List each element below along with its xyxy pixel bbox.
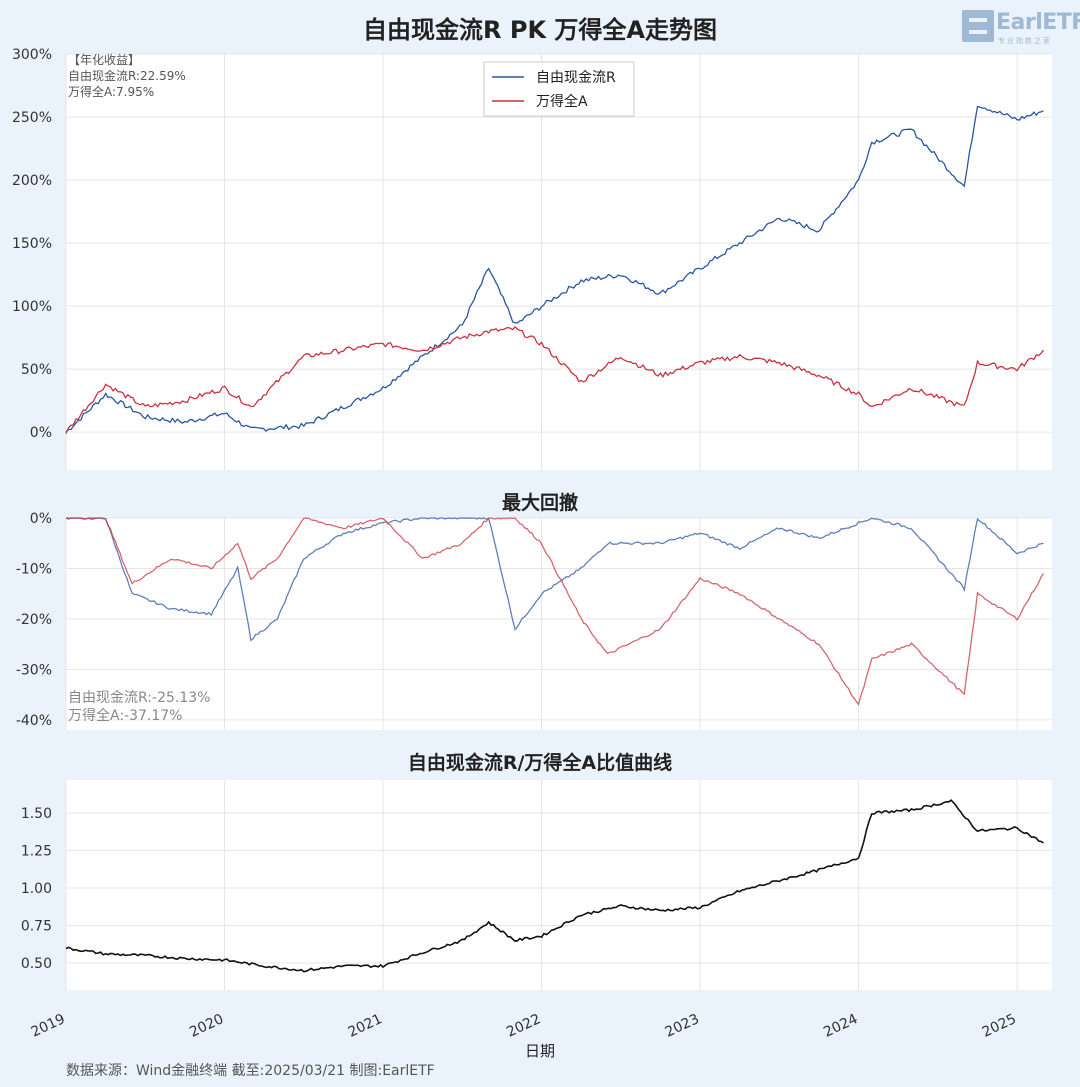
x-tick-label: 2022 — [504, 1011, 543, 1041]
logo-subtext: 专业指数之家 — [998, 37, 1052, 45]
y-tick-label: -20% — [16, 612, 52, 628]
series-line-wind-a — [65, 325, 1045, 434]
y-tick-label: -10% — [16, 561, 52, 577]
x-axis-label: 日期 — [524, 1042, 555, 1060]
y-tick-label: -40% — [16, 713, 52, 729]
x-tick-label: 2025 — [980, 1011, 1019, 1041]
y-tick-label: 0.75 — [21, 919, 52, 935]
annotation-text: 万得全A:-37.17% — [68, 707, 182, 724]
y-tick-label: 200% — [12, 173, 52, 189]
y-tick-label: 0.50 — [21, 956, 52, 972]
brand-logo: EarlETF 专业指数之家 — [962, 10, 1080, 45]
drawdown-panel-title: 最大回撤 — [501, 492, 578, 514]
ratio-panel-title: 自由现金流R/万得全A比值曲线 — [407, 752, 673, 774]
y-tick-label: 0% — [30, 511, 52, 527]
chart-title: 自由现金流R PK 万得全A走势图 — [363, 16, 717, 44]
legend-label: 自由现金流R — [536, 70, 616, 86]
legend-label: 万得全A — [536, 93, 588, 110]
y-tick-label: 1.00 — [21, 881, 52, 897]
y-tick-label: 150% — [12, 236, 52, 252]
series-line-fcf — [65, 517, 1044, 642]
y-tick-label: 0% — [30, 425, 52, 441]
annotation-header: 【年化收益】 — [68, 53, 140, 67]
annotation-text: 自由现金流R:22.59% — [68, 68, 186, 83]
x-tick-label: 2020 — [187, 1011, 226, 1041]
logo-text: EarlETF — [996, 10, 1080, 35]
series-line-ratio — [65, 799, 1044, 973]
x-tick-label: 2019 — [29, 1011, 68, 1041]
plot-area — [66, 54, 1052, 470]
plot-area — [66, 518, 1052, 730]
annotation-text: 自由现金流R:-25.13% — [68, 690, 210, 706]
legend — [483, 61, 635, 117]
y-tick-label: 300% — [12, 47, 52, 63]
source-footer: 数据来源：Wind金融终端 截至:2025/03/21 制图:EarlETF — [66, 1063, 435, 1079]
x-tick-label: 2024 — [821, 1011, 860, 1041]
y-tick-label: 1.25 — [21, 844, 52, 860]
series-line-wind-a — [66, 517, 1045, 706]
series-line-fcf — [65, 105, 1044, 433]
x-tick-label: 2023 — [663, 1011, 702, 1041]
plot-area — [66, 780, 1052, 990]
logo-icon — [962, 10, 994, 42]
annotation-text: 万得全A:7.95% — [68, 84, 154, 99]
y-tick-label: -30% — [16, 662, 52, 678]
y-tick-label: 250% — [12, 110, 52, 126]
y-tick-label: 1.50 — [21, 806, 52, 822]
x-tick-label: 2021 — [346, 1011, 385, 1041]
y-tick-label: 100% — [12, 299, 52, 315]
y-tick-label: 50% — [21, 362, 52, 378]
